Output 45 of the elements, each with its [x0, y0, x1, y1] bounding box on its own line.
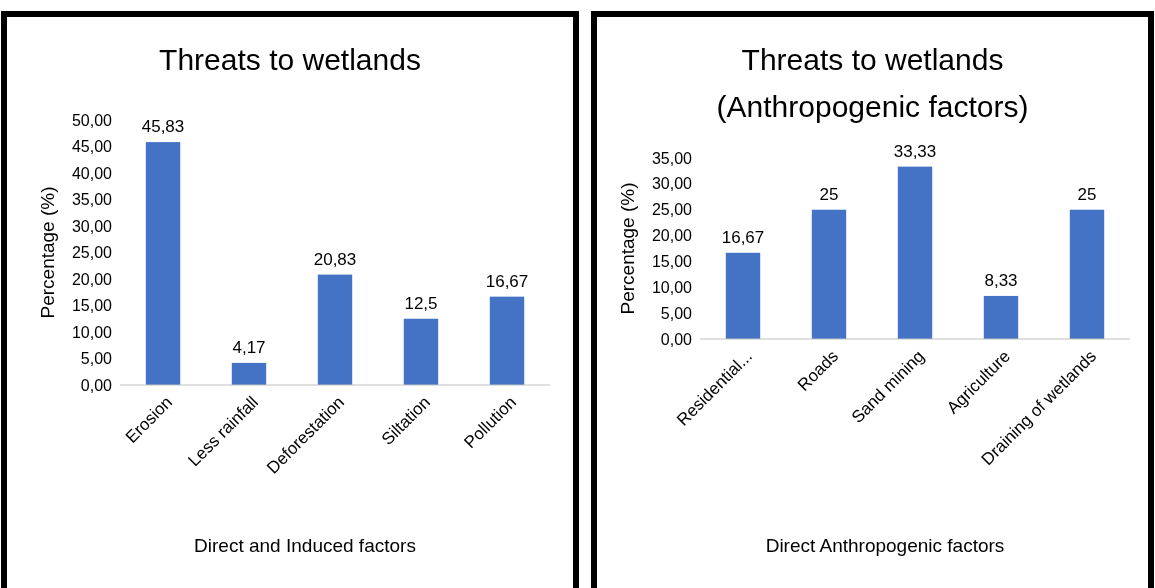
y-tick-label: 0,00	[80, 376, 113, 394]
data-label: 8,33	[984, 270, 1018, 290]
y-tick-label: 5,00	[80, 350, 113, 368]
data-label: 4,17	[232, 337, 266, 357]
data-label: 12,5	[404, 293, 438, 313]
bar	[725, 252, 761, 339]
x-axis-title: Direct and Induced factors	[194, 535, 416, 556]
chart-title: Threats to wetlands	[159, 43, 421, 76]
y-tick-label: 20,00	[71, 270, 113, 288]
y-tick-label: 5,00	[660, 304, 693, 322]
y-axis-title: Percentage (%)	[617, 182, 638, 315]
bar	[317, 274, 353, 385]
bar	[1069, 209, 1105, 339]
y-tick-label: 35,00	[71, 191, 113, 209]
bar	[145, 142, 181, 385]
y-tick-label: 15,00	[71, 297, 113, 315]
y-tick-label: 30,00	[71, 217, 113, 235]
y-tick-label: 10,00	[651, 278, 693, 296]
y-tick-label: 35,00	[651, 149, 693, 167]
bar	[403, 318, 439, 385]
y-tick-label: 15,00	[651, 253, 693, 271]
y-tick-label: 20,00	[651, 227, 693, 245]
data-label: 16,67	[721, 227, 765, 247]
data-label: 25	[1077, 184, 1097, 204]
bar	[897, 166, 933, 339]
data-label: 20,83	[313, 249, 357, 269]
y-tick-label: 25,00	[651, 201, 693, 219]
y-axis-title: Percentage (%)	[37, 186, 58, 319]
data-label: 16,67	[485, 271, 529, 291]
data-label: 33,33	[893, 141, 937, 161]
data-label: 45,83	[141, 117, 185, 137]
y-tick-label: 45,00	[71, 138, 113, 156]
y-tick-label: 0,00	[660, 330, 693, 348]
bar	[489, 296, 525, 385]
data-label: 25	[819, 184, 839, 204]
y-tick-label: 30,00	[651, 175, 693, 193]
y-tick-label: 40,00	[71, 164, 113, 182]
y-tick-label: 25,00	[71, 244, 113, 262]
bar	[983, 295, 1019, 339]
y-tick-label: 50,00	[71, 111, 113, 129]
y-tick-label: 10,00	[71, 323, 113, 341]
bar	[811, 209, 847, 339]
bar	[231, 362, 267, 385]
x-axis-title: Direct Anthropogenic factors	[765, 535, 1005, 556]
chart-title: Threats to wetlands (Anthropogenic factors)	[716, 43, 1029, 123]
